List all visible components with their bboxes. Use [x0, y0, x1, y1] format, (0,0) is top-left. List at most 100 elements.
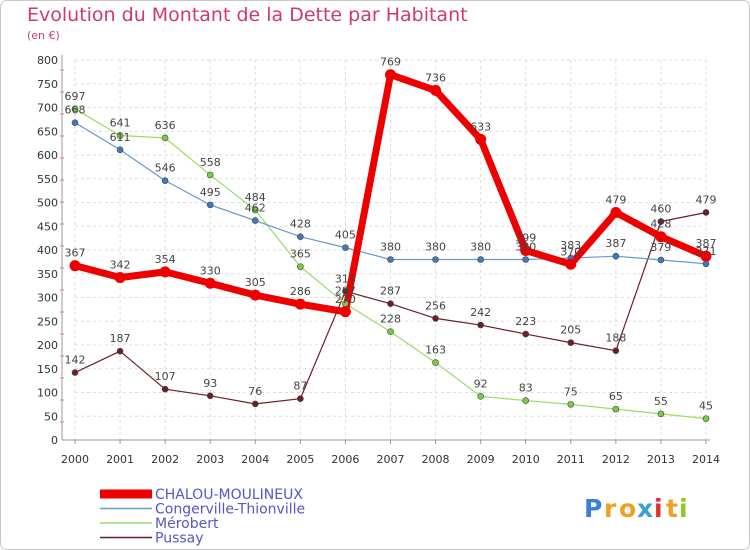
- data-point: [297, 395, 304, 402]
- data-label: 163: [425, 344, 446, 357]
- x-tick-label: 2014: [692, 453, 720, 466]
- data-point: [612, 405, 620, 413]
- x-tick-label: 2008: [422, 453, 450, 466]
- data-label: 55: [654, 395, 668, 408]
- data-point: [610, 206, 622, 218]
- data-label: 228: [380, 313, 401, 326]
- y-tick-label: 250: [37, 315, 58, 328]
- data-point: [477, 321, 484, 329]
- data-label: 636: [155, 119, 176, 132]
- data-label: 371: [696, 245, 717, 258]
- data-label: 460: [650, 203, 671, 216]
- data-point: [657, 218, 665, 225]
- x-tick-label: 2009: [467, 453, 495, 466]
- data-point: [432, 256, 439, 263]
- data-point: [116, 347, 124, 355]
- y-tick-label: 300: [37, 292, 58, 305]
- y-tick-label: 400: [37, 244, 58, 257]
- data-label: 428: [290, 218, 311, 231]
- data-point: [432, 359, 439, 366]
- data-point: [567, 401, 575, 408]
- data-label: 383: [560, 239, 581, 252]
- data-point: [432, 315, 439, 322]
- data-point: [206, 392, 214, 400]
- brand-letter: P: [584, 494, 602, 523]
- data-point: [339, 306, 351, 318]
- data-label: 558: [200, 156, 221, 169]
- data-label: 287: [380, 285, 401, 298]
- x-tick-label: 2003: [196, 453, 224, 466]
- data-point: [522, 256, 530, 263]
- data-label: 92: [474, 377, 488, 390]
- brand-letter: i: [679, 494, 688, 523]
- data-point: [567, 339, 575, 346]
- data-point: [700, 250, 712, 262]
- series-layer: [69, 69, 712, 422]
- data-point: [204, 277, 216, 289]
- chart-title: Evolution du Montant de la Dette par Hab…: [27, 4, 468, 26]
- data-point: [71, 369, 79, 376]
- x-tick-label: 2010: [512, 453, 540, 466]
- data-label: 107: [155, 370, 176, 383]
- data-point: [477, 392, 484, 400]
- data-label: 370: [560, 245, 581, 258]
- data-label: 405: [335, 229, 356, 242]
- data-point: [387, 256, 394, 263]
- data-label: 286: [290, 285, 311, 298]
- data-point: [657, 256, 665, 264]
- data-point: [522, 397, 530, 404]
- data-point: [161, 177, 169, 184]
- data-point: [612, 252, 620, 260]
- data-point: [116, 132, 124, 139]
- data-point: [69, 260, 81, 272]
- data-label: 479: [605, 193, 626, 206]
- data-point: [116, 146, 124, 154]
- data-label: 313: [335, 272, 356, 285]
- data-point: [251, 206, 259, 214]
- y-tick-label: 350: [37, 268, 58, 281]
- legend-label: Mérobert: [155, 516, 219, 532]
- x-tick-label: 2000: [61, 453, 89, 466]
- data-label: 380: [380, 241, 401, 254]
- y-tick-label: 0: [51, 434, 58, 447]
- x-tick-label: 2007: [377, 453, 405, 466]
- data-label: 668: [65, 104, 86, 117]
- data-point: [385, 69, 396, 81]
- data-point: [565, 258, 577, 270]
- data-label: 256: [425, 299, 446, 312]
- data-label: 330: [200, 264, 221, 277]
- data-point: [161, 134, 169, 142]
- y-tick-label: 700: [37, 102, 58, 115]
- data-label: 188: [605, 332, 626, 345]
- data-point: [249, 289, 261, 301]
- data-label: 546: [155, 162, 176, 175]
- data-label: 342: [110, 259, 131, 272]
- data-point: [702, 209, 710, 216]
- data-point: [342, 244, 349, 251]
- y-tick-label: 550: [37, 173, 58, 186]
- data-label: 270: [335, 293, 356, 306]
- data-point: [159, 266, 171, 278]
- data-label: 387: [605, 237, 626, 250]
- data-label: 428: [650, 218, 671, 231]
- data-label: 697: [65, 90, 86, 103]
- data-label: 611: [110, 131, 131, 144]
- data-point: [161, 385, 169, 393]
- x-tick-label: 2001: [106, 453, 134, 466]
- data-point: [657, 410, 665, 418]
- data-label: 736: [425, 71, 446, 84]
- data-label: 287: [335, 285, 356, 298]
- data-label: 45: [699, 400, 713, 413]
- data-label: 380: [425, 241, 446, 254]
- data-point: [520, 244, 532, 256]
- data-label: 367: [65, 247, 86, 260]
- x-tick-label: 2005: [286, 453, 314, 466]
- data-point: [475, 133, 487, 145]
- data-label: 380: [470, 241, 491, 254]
- data-label: 87: [293, 380, 307, 393]
- data-point: [387, 328, 394, 336]
- x-tick-label: 2012: [602, 453, 630, 466]
